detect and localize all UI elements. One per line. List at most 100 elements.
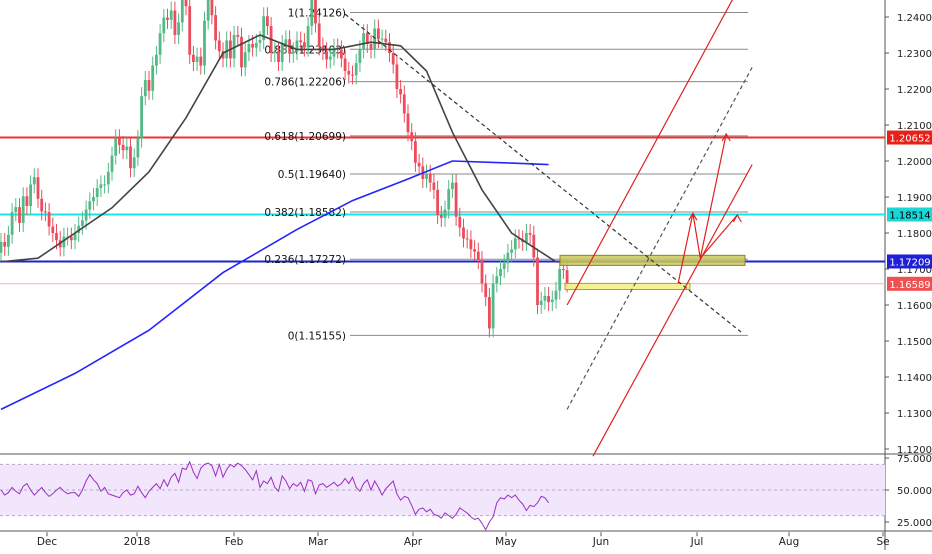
candle-body-86 [317,23,321,47]
candle-body-56 [206,0,210,21]
y-tick-label-7: 1.19000 [897,193,932,204]
candle-body-60 [221,51,225,59]
candle-body-27 [99,184,103,188]
candle-body-41 [151,65,155,91]
candle-body-80 [295,40,299,52]
candle-body-119 [439,215,443,218]
candle-body-50 [184,0,188,7]
candle-body-20 [73,233,77,241]
price-badge-1 [887,207,932,222]
candle-body-15 [55,233,58,241]
candle-body-98 [362,33,365,50]
candle-body-137 [506,252,510,264]
projection-path [677,133,727,284]
candle-body-147 [543,296,547,301]
candle-body-17 [62,236,66,248]
candle-body-2 [7,234,10,247]
candle-body-40 [147,80,151,91]
candle-body-133 [491,283,495,329]
candle-body-113 [417,162,421,167]
candle-body-135 [499,269,502,277]
time-axis: Dec 2018 Feb Mar Apr May Jun Jul Aug Se [37,532,890,548]
candle-body-143 [528,233,532,235]
fib-label-6: 0.236(1.17272) [264,254,346,266]
candle-body-95 [351,74,354,76]
y-tick-label-3: 1.15000 [897,337,932,348]
candle-body-13 [47,212,51,227]
channel-lower [592,164,753,457]
candle-body-105 [388,42,391,53]
candle-body-63 [232,35,236,59]
candle-body-75 [277,51,280,62]
rsi-panel [0,460,885,531]
candle-body-146 [539,300,543,305]
candle-body-22 [81,220,84,226]
rsi-tick-label-2: 25.0000 [897,518,932,529]
arrow-head-2 [732,213,742,223]
price-badge-label-3: 1.16589 [889,280,930,291]
support-zone [564,282,691,291]
candle-body-88 [325,51,328,60]
candle-body-25 [92,197,95,202]
fib-label-2: 0.786(1.22206) [264,77,346,89]
candle-body-68 [251,44,254,48]
candle-body-43 [158,33,162,55]
x-tick-label-9: Se [876,536,889,548]
candle-body-30 [110,155,114,172]
candle-body-117 [432,182,436,190]
candle-body-1 [3,242,7,247]
candle-body-31 [114,138,118,156]
candle-body-4 [14,207,18,213]
candle-body-53 [195,56,199,62]
candle-body-125 [462,227,465,239]
candle-body-100 [369,44,373,50]
candle-body-9 [32,177,36,185]
candle-body-124 [458,216,462,228]
price-badge-0 [887,130,932,145]
candle-body-59 [217,40,221,52]
x-tick-label-0: Dec [37,536,58,548]
y-tick-label-0: 1.12000 [897,445,932,456]
candle-body-130 [480,260,484,284]
x-tick-label-5: May [495,536,517,548]
candle-body-142 [525,233,528,242]
candle-body-3 [10,212,14,235]
candle-body-148 [547,296,550,303]
price-badge-label-0: 1.20652 [889,134,930,145]
candle-body-149 [550,299,554,303]
candle-body-82 [303,42,306,48]
y-tick-label-5: 1.17000 [897,265,932,276]
candle-body-23 [84,209,88,221]
candle-body-111 [410,132,414,142]
candle-body-101 [373,28,377,50]
candle-body-151 [558,269,562,291]
candle-body-28 [103,184,106,186]
candle-body-67 [247,44,251,53]
candle-body-144 [532,234,536,258]
candle-body-120 [443,209,447,218]
candle-body-0 [0,242,3,253]
candle-body-47 [173,10,177,35]
candle-body-96 [354,63,358,76]
candle-body-71 [262,16,266,41]
moving-averages [0,34,579,411]
candle-body-36 [132,157,136,169]
candle-body-126 [465,238,469,240]
candle-body-46 [169,10,173,20]
candle-body-29 [106,171,110,185]
candle-body-10 [36,177,40,199]
candle-body-127 [469,239,473,250]
candle-body-45 [166,17,169,20]
candle-body-21 [77,225,81,233]
candle-body-150 [554,290,558,300]
candle-body-131 [484,283,488,298]
candle-body-85 [314,0,317,24]
candle-body-48 [177,22,180,35]
candle-body-69 [254,42,258,48]
channel-mid [566,67,753,410]
y-tick-label-12: 1.24000 [897,13,932,24]
candle-body-51 [188,6,192,55]
rsi-band [0,464,885,516]
